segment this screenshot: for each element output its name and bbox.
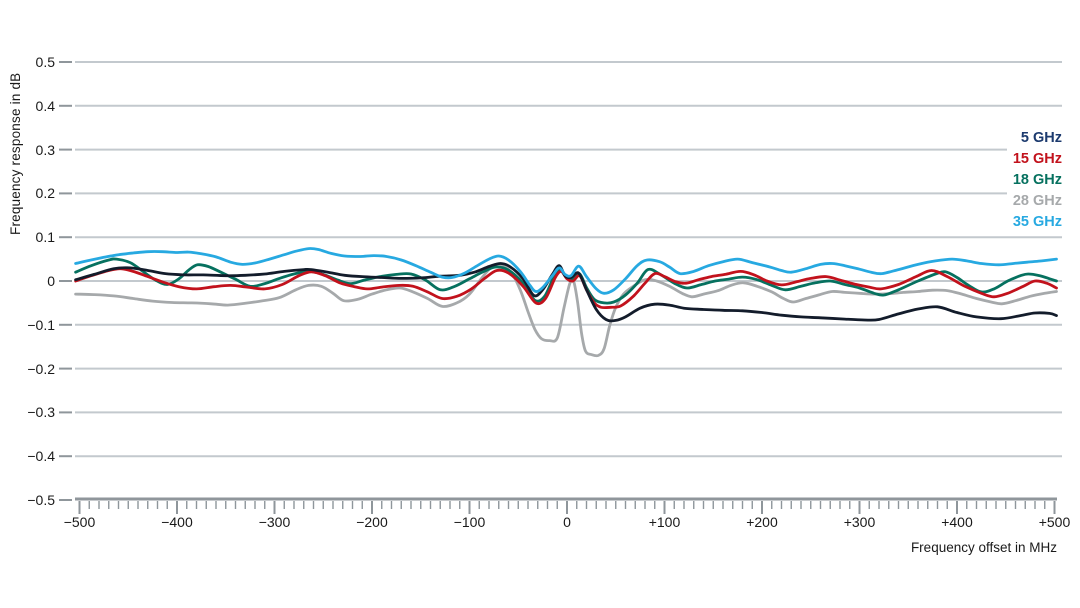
series-line-18ghz bbox=[74, 257, 1058, 305]
y-tick-label: 0 bbox=[47, 273, 55, 289]
x-axis-title: Frequency offset in MHz bbox=[910, 540, 1057, 555]
y-tick-label: −0.4 bbox=[27, 448, 55, 465]
legend: 5 GHz 15 GHz 18 GHz 28 GHz 35 GHz bbox=[1006, 128, 1062, 233]
x-tick-label: +300 bbox=[843, 514, 876, 530]
y-tick-label: −0.1 bbox=[27, 316, 55, 333]
x-tick-label: −300 bbox=[258, 514, 291, 530]
y-tick-label: 0.1 bbox=[35, 229, 55, 246]
x-tick-label: −100 bbox=[453, 514, 486, 530]
legend-item-18ghz: 18 GHz bbox=[1012, 172, 1062, 188]
x-tick-label: −400 bbox=[161, 514, 193, 530]
y-tick-label: 0.5 bbox=[35, 54, 55, 70]
x-tick-label: +400 bbox=[941, 514, 973, 530]
y-tick-label: −0.2 bbox=[27, 360, 55, 377]
series-line-35ghz bbox=[74, 247, 1058, 295]
x-tick-label: +100 bbox=[648, 514, 681, 530]
legend-item-35ghz: 35 GHz bbox=[1012, 214, 1062, 230]
x-tick-label: −500 bbox=[63, 514, 96, 530]
y-tick-label: −0.3 bbox=[27, 404, 55, 421]
x-tick-label: 0 bbox=[563, 514, 571, 530]
y-tick-label: 0.2 bbox=[35, 185, 55, 202]
legend-item-5ghz: 5 GHz bbox=[1020, 130, 1062, 146]
y-tick-label: 0.4 bbox=[35, 97, 55, 114]
y-tick-label: −0.5 bbox=[27, 492, 55, 508]
legend-item-15ghz: 15 GHz bbox=[1012, 151, 1062, 167]
x-tick-label: +200 bbox=[746, 514, 778, 530]
y-tick-label: 0.3 bbox=[35, 141, 55, 158]
x-tick-label: −200 bbox=[356, 514, 388, 530]
series-line-28ghz bbox=[74, 264, 1058, 358]
legend-item-28ghz: 28 GHz bbox=[1012, 193, 1062, 209]
x-tick-label: +500 bbox=[1038, 514, 1071, 530]
